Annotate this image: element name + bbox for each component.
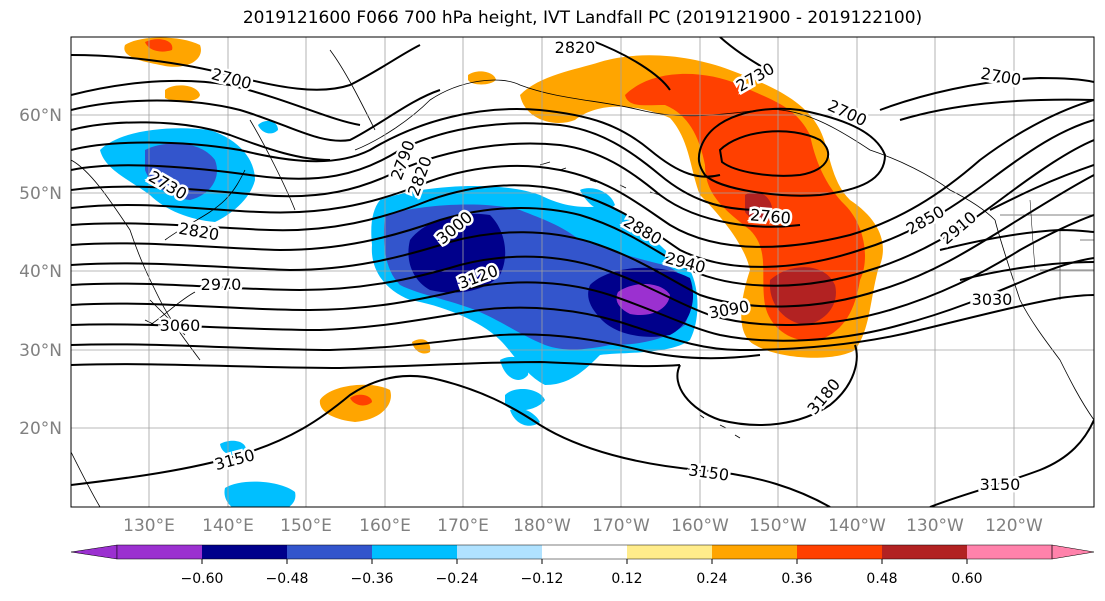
colorbar-segment (882, 545, 967, 559)
contour-line (71, 174, 1094, 308)
lon-label: 150°E (280, 516, 332, 536)
contour-line (71, 79, 361, 126)
contour-line (676, 344, 858, 426)
positive-patch-w (319, 339, 431, 422)
contour-line (71, 139, 1094, 287)
colorbar-tick-label: −0.24 (436, 571, 479, 587)
contour-line (929, 419, 1094, 507)
colorbar-segment (202, 545, 287, 559)
lon-label: 180°W (513, 516, 571, 536)
colorbar-segment (967, 545, 1052, 559)
lat-label: 50°N (19, 184, 62, 204)
lon-label: 160°W (671, 516, 729, 536)
map-frame (70, 36, 1095, 508)
colorbar-segment (627, 545, 712, 559)
contour-line (71, 374, 831, 507)
colorbar-tick-label: −0.36 (351, 571, 394, 587)
negative-anomaly-nw-blue (145, 143, 218, 200)
lon-label: 140°W (828, 516, 886, 536)
lat-label: 20°N (19, 419, 62, 439)
lon-label: 170°E (437, 516, 489, 536)
contour-line (71, 108, 721, 178)
japan-coastline (149, 169, 246, 326)
colorbar-tick-label: −0.48 (266, 571, 309, 587)
colorbar-tick-label: 0.60 (951, 571, 982, 587)
aleutian-islands (539, 161, 661, 196)
contour-line (71, 294, 1094, 352)
contour-line (71, 360, 681, 370)
height-contours (71, 37, 1094, 507)
colorbar-extend-high (1051, 544, 1095, 560)
contour-label: 3060 (160, 316, 201, 335)
hawaii-islands (699, 414, 741, 439)
colorbar-tick-label: 0.12 (611, 571, 642, 587)
contour-line (879, 76, 1094, 121)
na-state-borders (1000, 199, 1094, 300)
colorbar: −0.60 −0.48 −0.36 −0.24 −0.12 0.12 0.24 … (70, 544, 1095, 587)
ivt-shading (100, 37, 883, 507)
longitude-labels: 130°E 140°E 150°E 160°E 170°E 180°W 170°… (123, 516, 1043, 536)
lon-label: 140°E (202, 516, 254, 536)
lon-label: 160°E (359, 516, 411, 536)
contour-line (989, 164, 1094, 211)
contour-line (71, 121, 331, 161)
contour-line (71, 122, 761, 211)
colorbar-segment (457, 545, 542, 559)
contour-line (71, 214, 1094, 326)
contour-line (71, 119, 1094, 268)
lon-label: 170°W (592, 516, 650, 536)
coastlines (71, 49, 1094, 507)
contour-label: 3030 (972, 290, 1013, 309)
asia-coastline (71, 159, 201, 507)
lon-label: 130°E (123, 516, 175, 536)
colorbar-extend-low (70, 544, 118, 560)
contour-line (71, 99, 1094, 248)
contour-line (697, 107, 887, 197)
lon-label: 120°W (985, 516, 1043, 536)
contour-line (939, 228, 1094, 281)
lat-label: 30°N (19, 341, 62, 361)
contour-label: 2820 (555, 38, 596, 57)
contour-label: 2760 (749, 205, 791, 227)
alaska-coastline (354, 79, 996, 221)
colorbar-tick-label: −0.60 (181, 571, 224, 587)
contour-line (589, 37, 771, 91)
colorbar-tick-label: −0.12 (521, 571, 564, 587)
colorbar-tick-label: 0.24 (696, 571, 727, 587)
kamchatka-coastline (249, 49, 376, 211)
colorbar-segment (797, 545, 882, 559)
lon-label: 150°W (749, 516, 807, 536)
contour-label: 2970 (201, 275, 242, 294)
positive-anomaly-core (745, 191, 836, 325)
lat-label: 60°N (19, 106, 62, 126)
contour-label: 3150 (980, 475, 1021, 494)
colorbar-tick-label: 0.48 (866, 571, 897, 587)
map-title: 2019121600 F066 700 hPa height, IVT Land… (242, 8, 923, 28)
colorbar-segment (287, 545, 372, 559)
contour-line (71, 257, 1094, 342)
colorbar-frame (116, 544, 1053, 560)
contour-line (71, 89, 441, 142)
contour-line (718, 130, 830, 177)
lon-label: 130°W (906, 516, 964, 536)
contour-line (71, 44, 421, 91)
colorbar-segment (372, 545, 457, 559)
na-coastline (994, 219, 1094, 421)
contour-line (71, 142, 801, 228)
contour-line (71, 333, 761, 360)
colorbar-segment (712, 545, 797, 559)
lat-label: 40°N (19, 262, 62, 282)
colorbar-segment (542, 545, 627, 559)
colorbar-segment (117, 545, 202, 559)
latitude-labels: 60°N 50°N 40°N 30°N 20°N (19, 106, 62, 439)
colorbar-tick-label: 0.36 (781, 571, 812, 587)
